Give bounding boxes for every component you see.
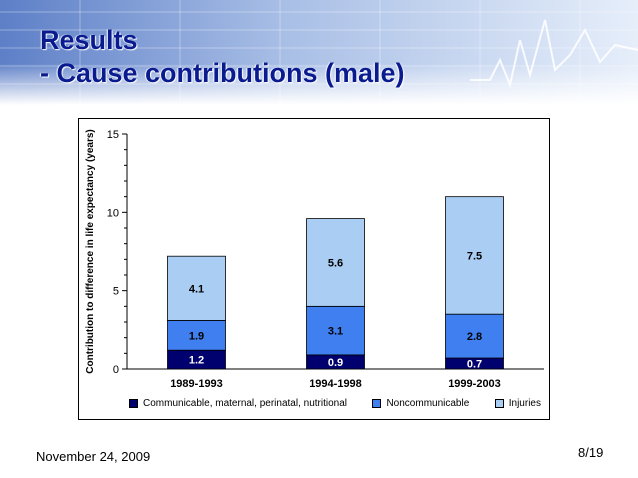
legend-swatch-injuries	[494, 399, 504, 408]
bar-injuries	[167, 255, 226, 321]
bar-noncommunicable	[306, 305, 365, 356]
legend-swatch-communicable	[129, 399, 138, 408]
bar-value-label: 0.9	[328, 357, 343, 369]
legend-item-communicable: Communicable, maternal, perinatal, nutri…	[129, 398, 347, 409]
slide-title-line1: Results	[40, 25, 138, 55]
slide-title: Results - Cause contributions (male)	[40, 24, 405, 90]
bar-value-label: 5.6	[328, 257, 343, 269]
slide-title-line2: - Cause contributions (male)	[40, 58, 405, 88]
x-category-label: 1999-2003	[448, 378, 501, 389]
legend-swatch-noncommunicable	[372, 399, 382, 408]
banner-graphic	[0, 0, 638, 105]
bar-value-label: 1.2	[189, 355, 204, 367]
bar-value-label: 7.5	[467, 250, 482, 262]
y-axis-title: Contribution to difference in life expec…	[85, 129, 96, 374]
y-tick-label: 10	[107, 207, 119, 219]
y-tick-label: 5	[113, 286, 119, 298]
legend-label-noncommunicable: Noncommunicable	[386, 398, 470, 409]
bar-value-label: 1.9	[189, 330, 204, 342]
x-category-label: 1994-1998	[309, 378, 362, 389]
y-tick-label: 0	[113, 364, 119, 376]
bar-value-label: 3.1	[328, 326, 343, 338]
x-category-label: 1989-1993	[170, 378, 223, 389]
legend-item-injuries: Injuries	[494, 398, 541, 409]
bar-value-label: 4.1	[189, 283, 204, 295]
stacked-bar-chart: 0 5 10 15 Contribution to difference in life…	[85, 129, 544, 389]
header-banner: Results - Cause contributions (male)	[0, 0, 638, 105]
legend-label-communicable: Communicable, maternal, perinatal, nutri…	[143, 398, 347, 409]
chart-panel: 0 5 10 15 Contribution to difference in life…	[78, 118, 550, 420]
bar-injuries	[445, 196, 504, 315]
footer-date: November 24, 2009	[36, 449, 151, 464]
bar-value-label: 2.8	[467, 331, 482, 343]
bar-injuries	[306, 218, 365, 307]
bar-value-label: 0.7	[467, 359, 482, 371]
chart-legend: Communicable, maternal, perinatal, nutri…	[129, 398, 541, 409]
legend-label-injuries: Injuries	[508, 398, 541, 409]
y-tick-label: 15	[107, 129, 119, 141]
bar-noncommunicable	[167, 320, 226, 351]
legend-item-noncommunicable: Noncommunicable	[372, 398, 469, 409]
page-number: 8/19	[578, 445, 604, 460]
